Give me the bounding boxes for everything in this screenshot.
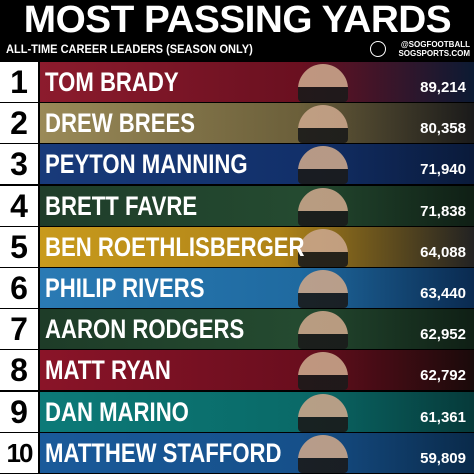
- leader-row: 2 DREW BREES 80,358: [0, 103, 474, 144]
- player-name: MATTHEW STAFFORD: [45, 437, 282, 468]
- row-bar: [40, 144, 474, 185]
- player-photo: [298, 352, 348, 391]
- row-bar: [40, 350, 474, 391]
- row-bar: [40, 62, 474, 102]
- leader-row: 6 PHILIP RIVERS 63,440: [0, 267, 474, 308]
- player-name: MATT RYAN: [45, 355, 171, 386]
- leader-row: 3 PEYTON MANNING 71,940: [0, 144, 474, 185]
- rank: 3: [0, 144, 38, 185]
- rank: 2: [0, 103, 38, 144]
- passing-yards: 61,361: [420, 408, 466, 426]
- player-name: AARON RODGERS: [45, 314, 245, 345]
- subtitle: ALL-TIME CAREER LEADERS (SEASON ONLY): [6, 42, 253, 56]
- player-name: PHILIP RIVERS: [45, 272, 205, 303]
- rank: 5: [0, 226, 38, 267]
- logo: [370, 41, 386, 57]
- row-bar: [40, 185, 474, 226]
- title-text: MOST PASSING YARDS: [23, 0, 451, 41]
- leader-row: 4 BRETT FAVRE 71,838: [0, 185, 474, 226]
- passing-yards: 62,792: [420, 367, 466, 385]
- player-photo: [298, 311, 348, 350]
- passing-yards: 64,088: [420, 243, 466, 261]
- rank: 6: [0, 267, 38, 308]
- player-photo: [298, 228, 348, 267]
- passing-yards: 89,214: [420, 79, 466, 96]
- player-name: BEN ROETHLISBERGER: [45, 231, 305, 262]
- passing-yards: 71,838: [420, 202, 466, 220]
- passing-yards: 62,952: [420, 326, 466, 344]
- handle: @SOGFOOTBALL: [400, 40, 470, 49]
- leader-row: 8 MATT RYAN 62,792: [0, 350, 474, 391]
- player-name: DREW BREES: [45, 108, 196, 139]
- player-name: BRETT FAVRE: [45, 190, 198, 221]
- credit: @SOGFOOTBALL SOGSPORTS.COM: [398, 40, 470, 58]
- player-photo: [298, 269, 348, 308]
- passing-yards: 71,940: [420, 161, 466, 179]
- player-photo: [298, 64, 348, 102]
- player-name: PEYTON MANNING: [45, 149, 248, 180]
- player-photo: [298, 393, 348, 432]
- player-photo: [298, 105, 348, 144]
- rank: 9: [0, 391, 38, 432]
- site: SOGSPORTS.COM: [398, 49, 470, 58]
- player-photo: [298, 187, 348, 226]
- player-name: TOM BRADY: [45, 67, 179, 97]
- row-bar: [40, 432, 474, 473]
- player-name: DAN MARINO: [45, 396, 189, 427]
- leader-row: 1 TOM BRADY 89,214: [0, 62, 474, 102]
- row-bar: [40, 267, 474, 308]
- passing-yards: 80,358: [420, 120, 466, 138]
- rank: 8: [0, 350, 38, 391]
- leader-list: 1 TOM BRADY 89,214 2 DREW BREES 80,358 3 PEYTON…: [0, 62, 474, 474]
- passing-yards: 63,440: [420, 284, 466, 302]
- rank: 1: [0, 62, 38, 102]
- leader-row: 7 AARON RODGERS 62,952: [0, 309, 474, 350]
- player-photo: [298, 434, 348, 473]
- rank: 10: [0, 432, 38, 473]
- leader-row: 5 BEN ROETHLISBERGER 64,088: [0, 226, 474, 267]
- rank: 7: [0, 309, 38, 350]
- leader-row: 10 MATTHEW STAFFORD 59,809: [0, 432, 474, 473]
- leader-row: 9 DAN MARINO 61,361: [0, 391, 474, 432]
- passing-yards: 59,809: [420, 449, 466, 467]
- row-bar: [40, 309, 474, 350]
- row-bar: [40, 103, 474, 144]
- row-bar: [40, 226, 474, 267]
- title: MOST PASSING YARDS: [0, 0, 474, 40]
- rank: 4: [0, 185, 38, 226]
- row-bar: [40, 391, 474, 432]
- player-photo: [298, 146, 348, 185]
